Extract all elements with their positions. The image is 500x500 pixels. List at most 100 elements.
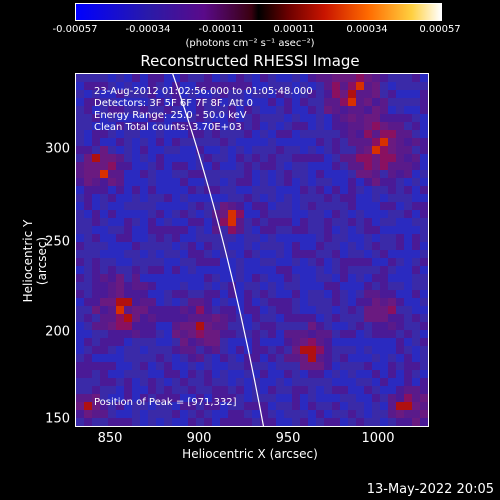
heatmap-cell: [132, 82, 140, 90]
heatmap-cell: [140, 162, 148, 170]
heatmap-cell: [364, 258, 372, 266]
heatmap-cell: [92, 242, 100, 250]
heatmap-cell: [76, 386, 84, 394]
heatmap-cell: [388, 130, 396, 138]
heatmap-cell: [268, 314, 276, 322]
heatmap-cell: [124, 370, 132, 378]
heatmap-cell: [380, 162, 388, 170]
heatmap-cell: [172, 178, 180, 186]
heatmap-cell: [132, 210, 140, 218]
heatmap-cell: [188, 98, 196, 106]
heatmap-cell: [372, 106, 380, 114]
heatmap-cell: [116, 346, 124, 354]
heatmap-cell: [148, 234, 156, 242]
heatmap-cell: [332, 194, 340, 202]
heatmap-cell: [212, 170, 220, 178]
heatmap-cell: [84, 370, 92, 378]
heatmap-cell: [212, 386, 220, 394]
heatmap-cell: [220, 106, 228, 114]
heatmap-cell: [308, 194, 316, 202]
heatmap-cell: [164, 226, 172, 234]
heatmap-cell: [380, 298, 388, 306]
heatmap-cell: [348, 346, 356, 354]
heatmap-cell: [252, 266, 260, 274]
heatmap-cell: [316, 314, 324, 322]
heatmap-cell: [420, 314, 428, 322]
heatmap-cell: [76, 202, 84, 210]
heatmap-cell: [404, 98, 412, 106]
heatmap-cell: [420, 162, 428, 170]
heatmap-cell: [220, 418, 228, 426]
heatmap-cell: [76, 98, 84, 106]
heatmap-cell: [372, 394, 380, 402]
heatmap-cell: [412, 242, 420, 250]
heatmap-cell: [412, 370, 420, 378]
heatmap-cell: [420, 186, 428, 194]
heatmap-cell: [332, 354, 340, 362]
heatmap-cell: [84, 322, 92, 330]
heatmap-cell: [340, 138, 348, 146]
heatmap-cell: [228, 298, 236, 306]
heatmap-cell: [132, 306, 140, 314]
heatmap-cell: [260, 122, 268, 130]
heatmap-cell: [396, 362, 404, 370]
heatmap-cell: [380, 106, 388, 114]
heatmap-cell: [228, 234, 236, 242]
heatmap-cell: [396, 106, 404, 114]
heatmap-cell: [324, 394, 332, 402]
heatmap-cell: [148, 170, 156, 178]
heatmap-cell: [236, 98, 244, 106]
heatmap-cell: [84, 250, 92, 258]
heatmap-cell: [180, 178, 188, 186]
heatmap-cell: [236, 114, 244, 122]
heatmap-cell: [100, 218, 108, 226]
heatmap-cell: [164, 186, 172, 194]
heatmap-cell: [380, 250, 388, 258]
heatmap-cell: [148, 322, 156, 330]
heatmap-cell: [92, 170, 100, 178]
heatmap-cell: [356, 370, 364, 378]
heatmap-cell: [252, 282, 260, 290]
heatmap-cell: [148, 162, 156, 170]
heatmap-cell: [324, 338, 332, 346]
heatmap-cell: [196, 274, 204, 282]
heatmap-cell: [412, 226, 420, 234]
heatmap-cell: [236, 138, 244, 146]
heatmap-cell: [396, 322, 404, 330]
heatmap-cell: [108, 370, 116, 378]
heatmap-cell: [132, 234, 140, 242]
heatmap-cell: [300, 314, 308, 322]
heatmap-cell: [340, 346, 348, 354]
heatmap-cell: [76, 138, 84, 146]
heatmap-cell: [276, 186, 284, 194]
heatmap-cell: [164, 378, 172, 386]
heatmap-cell: [108, 74, 116, 82]
heatmap-cell: [316, 274, 324, 282]
heatmap-cell: [316, 402, 324, 410]
heatmap-cell: [236, 282, 244, 290]
heatmap-cell: [316, 114, 324, 122]
heatmap-cell: [100, 146, 108, 154]
heatmap-cell: [252, 162, 260, 170]
heatmap-cell: [140, 170, 148, 178]
heatmap-cell: [172, 322, 180, 330]
heatmap-cell: [92, 250, 100, 258]
heatmap-cell: [220, 154, 228, 162]
heatmap-cell: [76, 234, 84, 242]
heatmap-cell: [404, 370, 412, 378]
heatmap-cell: [212, 298, 220, 306]
heatmap-cell: [204, 330, 212, 338]
heatmap-cell: [172, 418, 180, 426]
heatmap-cell: [324, 234, 332, 242]
heatmap-cell: [388, 290, 396, 298]
heatmap-cell: [180, 202, 188, 210]
heatmap-cell: [252, 330, 260, 338]
heatmap-cell: [140, 338, 148, 346]
heatmap-cell: [108, 298, 116, 306]
heatmap-cell: [340, 386, 348, 394]
heatmap-cell: [284, 114, 292, 122]
heatmap-cell: [196, 194, 204, 202]
heatmap-cell: [116, 282, 124, 290]
heatmap-cell: [420, 266, 428, 274]
heatmap-cell: [412, 314, 420, 322]
